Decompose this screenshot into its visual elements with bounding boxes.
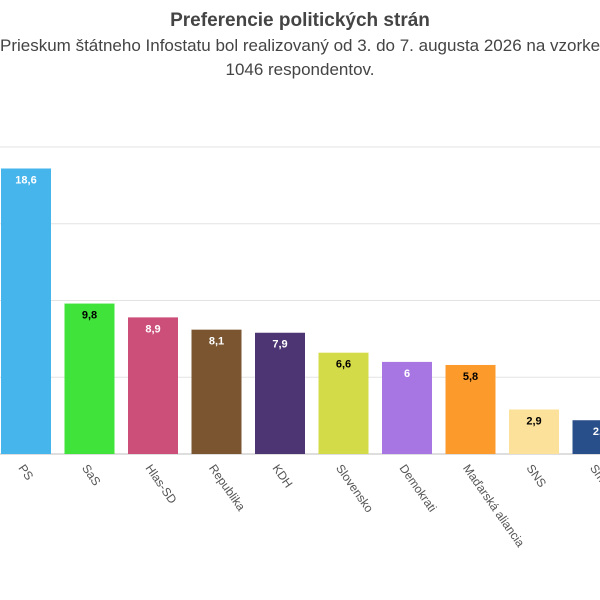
- data-label-6: 6: [404, 368, 410, 380]
- bar-6: [382, 361, 432, 454]
- x-tick-label-7: Maďarská aliancia: [460, 462, 528, 550]
- bar-4: [255, 332, 305, 454]
- chart-subtitle-line-2: 1046 respondentov.: [225, 60, 375, 79]
- bar-1: [64, 303, 115, 454]
- data-label-0: 18,6: [15, 174, 36, 186]
- chart-header: Preferencie politických strán Prieskum š…: [0, 8, 600, 82]
- bar-2: [128, 317, 178, 454]
- x-tick-label-8: SNS: [524, 462, 550, 490]
- x-tick-label-5: Slovensko: [333, 462, 376, 516]
- x-tick-label-1: SaS: [79, 462, 103, 489]
- chart-title: Preferencie politických strán: [170, 10, 430, 31]
- x-tick-label-3: Republika: [206, 462, 248, 514]
- data-label-9: 2,: [593, 426, 600, 438]
- data-label-4: 7,9: [272, 339, 287, 351]
- bars: [1, 168, 600, 455]
- data-label-3: 8,1: [209, 336, 224, 348]
- bar-5: [318, 352, 369, 454]
- chart-subtitle-line-1: Prieskum štátneho Infostatu bol realizov…: [0, 36, 600, 55]
- x-tick-label-0: PS: [16, 462, 37, 483]
- data-label-1: 9,8: [82, 310, 97, 322]
- x-tick-label-4: KDH: [270, 462, 296, 491]
- data-label-5: 6,6: [336, 359, 351, 371]
- data-labels: 18,6 9,8 8,9 8,1 7,9 6,6 6 5,8 2,9 2,: [15, 174, 600, 438]
- x-tick-label-2: Hlas-SD: [143, 462, 180, 507]
- x-tick-label-9: Sme rodina: [587, 462, 600, 521]
- data-label-7: 5,8: [463, 371, 478, 383]
- data-label-2: 8,9: [145, 323, 160, 335]
- bar-7: [445, 364, 496, 454]
- data-label-8: 2,9: [526, 415, 541, 427]
- x-tick-label-6: Demokrati: [397, 462, 440, 515]
- bar-8: [509, 409, 559, 454]
- bar-9: [572, 420, 600, 454]
- bar-0: [1, 168, 51, 455]
- bar-3: [191, 329, 242, 454]
- x-axis-tick-labels: PS SaS Hlas-SD Republika KDH Slovensko Demokra…: [16, 462, 600, 550]
